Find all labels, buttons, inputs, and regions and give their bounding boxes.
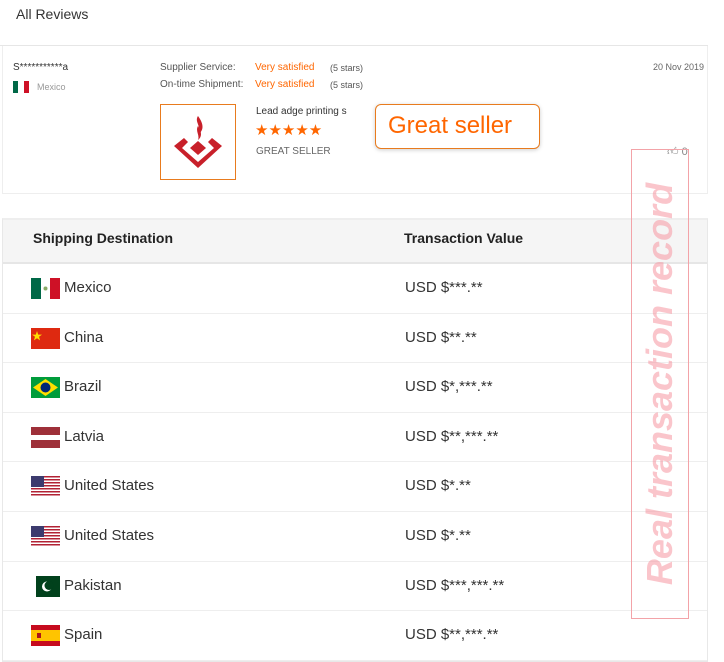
table-header: Shipping Destination Transaction Value [3, 220, 707, 264]
like-count: 0 [681, 146, 688, 158]
supplier-logo-icon [174, 116, 222, 168]
transaction-value: USD $*.** [405, 477, 471, 495]
review-card: S***********a Mexico Supplier Service: V… [2, 46, 708, 194]
supplier-service-label: Supplier Service: [160, 62, 236, 73]
transaction-value: USD $**,***.** [405, 427, 499, 445]
table-row: Pakistan USD $***,***.** [3, 562, 707, 612]
column-header-value: Transaction Value [404, 230, 524, 246]
destination-country: Spain [64, 626, 103, 644]
shipment-label: On-time Shipment: [160, 79, 244, 90]
supplier-service-value: Very satisfied [255, 62, 315, 73]
rating-stars: ★★★★★ [255, 122, 323, 139]
thumbs-up-icon: 👍︎ [667, 146, 679, 158]
callout-bubble: Great seller [375, 104, 540, 149]
supplier-service-stars: (5 stars) [330, 63, 364, 73]
transaction-value: USD $*.** [405, 526, 471, 544]
table-row: United States USD $*.** [3, 512, 707, 562]
transactions-table: Shipping Destination Transaction Value M… [2, 218, 708, 662]
product-logo[interactable] [160, 104, 236, 180]
transaction-value: USD $*,***.** [405, 378, 493, 396]
flag-br-icon [31, 377, 60, 399]
flag-mx-icon [31, 278, 60, 299]
transaction-value: USD $**.** [405, 328, 477, 346]
destination-country: Latvia [64, 427, 105, 445]
product-name[interactable]: Lead adge printing s [256, 106, 347, 117]
transaction-value: USD $**,***.** [405, 626, 499, 644]
reviews-title: All Reviews [16, 6, 89, 22]
column-header-destination: Shipping Destination [33, 230, 173, 246]
destination-country: Pakistan [64, 576, 122, 594]
shipment-value: Very satisfied [255, 79, 315, 90]
transaction-value: USD $***.** [405, 279, 483, 296]
review-date: 20 Nov 2019 [653, 62, 705, 72]
destination-country: Mexico [64, 279, 112, 296]
transaction-value: USD $***,***.** [405, 576, 505, 594]
flag-lv-icon [31, 426, 60, 448]
flag-us-icon [31, 476, 60, 498]
buyer-name: S***********a [13, 62, 69, 73]
destination-country: United States [64, 526, 155, 544]
flag-pk-icon [31, 575, 60, 597]
table-row: Latvia USD $**,***.** [3, 413, 707, 463]
table-row: Brazil USD $*,***.** [3, 363, 707, 413]
destination-country: United States [64, 477, 155, 495]
table-row: Mexico USD $***.** [3, 264, 707, 314]
table-row: China USD $**.** [3, 314, 707, 364]
flag-cn-icon [31, 327, 60, 349]
flag-us-icon [31, 525, 60, 547]
review-comment: GREAT SELLER [256, 146, 331, 157]
reviews-header: All Reviews [0, 0, 708, 46]
mexico-flag-icon [13, 81, 29, 93]
buyer-country: Mexico [37, 82, 66, 92]
destination-country: Brazil [64, 378, 102, 396]
like-button[interactable]: 👍︎ 0 [667, 145, 688, 158]
table-row: United States USD $*.** [3, 462, 707, 512]
destination-country: China [64, 328, 104, 346]
shipment-stars: (5 stars) [330, 80, 364, 90]
